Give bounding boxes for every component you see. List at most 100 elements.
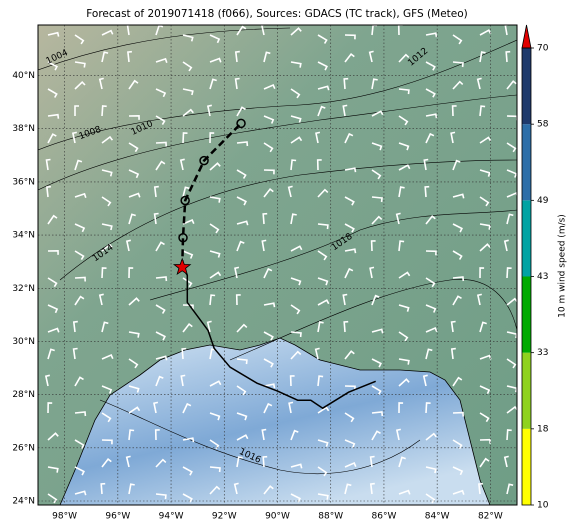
wind-barb xyxy=(181,347,187,360)
y-tick-label: 40°N xyxy=(12,71,35,81)
wind-barb xyxy=(425,466,437,474)
wind-barb xyxy=(206,320,212,333)
wind-barb xyxy=(127,50,132,63)
colorbar-extension xyxy=(521,24,532,49)
wind-barb xyxy=(479,321,487,333)
wind-barb xyxy=(236,220,249,226)
wind-barb xyxy=(398,240,405,252)
wind-barb xyxy=(479,223,491,230)
wind-barb xyxy=(101,457,112,468)
wind-barb xyxy=(47,133,57,144)
wind-barb xyxy=(317,493,329,500)
wind-barb xyxy=(101,169,113,177)
wind-barb xyxy=(74,105,79,116)
wind-barb xyxy=(317,439,329,447)
wind-barb xyxy=(290,277,302,286)
wind-barb xyxy=(234,50,240,63)
wind-barb xyxy=(128,331,140,338)
wind-barb xyxy=(422,374,428,387)
wind-barb xyxy=(262,455,268,468)
wind-barb xyxy=(506,169,517,178)
wind-barb xyxy=(398,456,406,468)
wind-barb xyxy=(371,358,382,368)
wind-barb xyxy=(425,61,436,71)
wind-barb xyxy=(452,489,465,495)
wind-barb xyxy=(47,113,60,119)
x-tick-label: 82°W xyxy=(478,512,503,522)
wind-barb xyxy=(128,297,140,306)
wind-barb xyxy=(506,191,517,198)
wind-barb xyxy=(71,131,77,144)
wind-barb xyxy=(369,455,375,468)
wind-barb xyxy=(371,142,383,151)
colorbar-tick-label: 18 xyxy=(537,424,549,434)
wind-barb xyxy=(209,34,221,44)
wind-barbs xyxy=(44,25,517,504)
wind-barb xyxy=(182,108,194,117)
wind-barb xyxy=(74,376,84,387)
wind-barb xyxy=(452,439,463,450)
wind-barb xyxy=(344,223,355,233)
wind-barb xyxy=(74,192,87,198)
wind-barb xyxy=(209,412,221,421)
wind-barb xyxy=(425,402,431,414)
y-tick-label: 34°N xyxy=(12,231,35,241)
wind-barb xyxy=(44,374,50,387)
wind-barb xyxy=(154,429,160,441)
wind-barb xyxy=(182,186,190,198)
wind-barb xyxy=(344,196,355,206)
colorbar-tick-label: 43 xyxy=(537,272,548,282)
wind-barb xyxy=(47,304,59,314)
wind-barb xyxy=(182,322,193,333)
wind-barb xyxy=(479,412,490,423)
wind-barb xyxy=(47,31,60,37)
wind-barb xyxy=(128,406,141,414)
wind-barb xyxy=(263,187,274,198)
wind-barb xyxy=(425,215,436,225)
wind-barb xyxy=(371,411,384,417)
wind-barb xyxy=(506,142,517,153)
wind-barb xyxy=(155,331,166,341)
wind-barb xyxy=(369,266,375,279)
y-tick-label: 38°N xyxy=(12,124,35,134)
wind-barb xyxy=(505,50,511,63)
wind-barb xyxy=(98,293,104,306)
observed-track xyxy=(181,266,376,410)
wind-barb xyxy=(370,240,376,252)
wind-barb xyxy=(261,428,267,441)
wind-barb xyxy=(371,110,384,117)
wind-barb xyxy=(101,267,107,279)
wind-barb xyxy=(344,350,355,360)
wind-barb xyxy=(125,455,131,468)
wind-barb xyxy=(209,271,222,279)
wind-barb xyxy=(235,294,241,306)
wind-barb xyxy=(344,267,354,279)
grid xyxy=(38,25,517,505)
wind-barb xyxy=(72,320,78,333)
wind-barb xyxy=(155,57,168,63)
wind-barb xyxy=(101,29,114,36)
wind-barb xyxy=(236,106,246,117)
wind-barb xyxy=(100,482,106,495)
wind-barb xyxy=(398,271,411,279)
wind-barb xyxy=(317,105,326,117)
wind-barb xyxy=(209,162,221,171)
wind-barb xyxy=(263,331,274,341)
wind-barb xyxy=(47,432,59,441)
wind-barb xyxy=(182,132,188,144)
wind-barb xyxy=(479,196,490,207)
wind-barb xyxy=(128,169,140,179)
wind-barb xyxy=(74,80,86,90)
wind-barb xyxy=(290,159,297,171)
wind-barb xyxy=(263,115,275,124)
wind-barb xyxy=(369,482,375,495)
wind-barb xyxy=(479,29,492,36)
wind-barb xyxy=(290,245,303,252)
wind-barb xyxy=(182,61,193,72)
wind-barb xyxy=(425,348,433,360)
wind-barb xyxy=(101,353,114,360)
wind-barb xyxy=(425,132,435,144)
wind-barb xyxy=(314,347,320,360)
